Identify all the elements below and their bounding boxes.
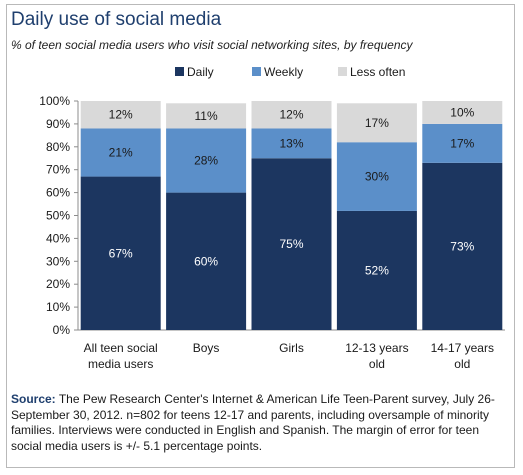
legend-swatch-daily bbox=[175, 67, 184, 76]
data-label-daily: 75% bbox=[279, 237, 303, 251]
bar-daily bbox=[80, 176, 161, 330]
data-label-less-often: 12% bbox=[279, 108, 303, 122]
data-label-weekly: 13% bbox=[279, 136, 303, 150]
y-tick-label: 70% bbox=[46, 163, 70, 177]
data-label-weekly: 17% bbox=[450, 136, 474, 150]
x-category-label: Boys bbox=[193, 341, 220, 355]
bar-weekly bbox=[251, 128, 332, 159]
stacked-bar-chart: Daily Weekly Less often 0% 10% 20% 30% 40% 50% 60… bbox=[39, 65, 505, 371]
data-label-daily: 52% bbox=[365, 263, 389, 277]
legend-label-less-often: Less often bbox=[350, 65, 405, 79]
data-label-daily: 73% bbox=[450, 239, 474, 253]
chart-title: Daily use of social media bbox=[11, 9, 222, 30]
y-tick-label: 80% bbox=[46, 140, 70, 154]
source-label: Source: bbox=[11, 392, 56, 406]
bar-less-often bbox=[251, 101, 332, 129]
legend-swatch-weekly bbox=[252, 67, 261, 76]
legend-label-weekly: Weekly bbox=[264, 65, 303, 79]
y-tick-label: 30% bbox=[46, 254, 70, 268]
data-label-less-often: 10% bbox=[450, 105, 474, 119]
y-tick-label: 90% bbox=[46, 117, 70, 131]
y-tick-label: 40% bbox=[46, 231, 70, 245]
source-note: Source: The Pew Research Center's Intern… bbox=[11, 392, 503, 454]
data-label-daily: 67% bbox=[109, 246, 133, 260]
bar-less-often bbox=[80, 101, 161, 129]
x-category-label: media users bbox=[88, 357, 153, 371]
bar-weekly bbox=[80, 128, 161, 177]
y-tick-label: 100% bbox=[39, 94, 70, 108]
y-tick-label: 50% bbox=[46, 209, 70, 223]
legend-swatch-less-often bbox=[338, 67, 347, 76]
x-category-label: 14-17 years bbox=[431, 341, 494, 355]
bar-weekly bbox=[336, 142, 417, 211]
x-category-label: old bbox=[454, 357, 470, 371]
x-category-label: Girls bbox=[279, 341, 304, 355]
data-label-weekly: 30% bbox=[365, 170, 389, 184]
data-label-less-often: 17% bbox=[365, 116, 389, 130]
bar-daily bbox=[336, 210, 417, 330]
data-label-daily: 60% bbox=[194, 254, 218, 268]
legend-label-daily: Daily bbox=[187, 65, 214, 79]
data-label-less-often: 12% bbox=[109, 108, 133, 122]
data-label-less-often: 11% bbox=[195, 109, 218, 123]
y-tick-label: 10% bbox=[46, 300, 70, 314]
bar-daily bbox=[422, 162, 503, 330]
data-label-weekly: 21% bbox=[109, 146, 133, 160]
bar-daily bbox=[166, 192, 247, 330]
source-text: The Pew Research Center's Internet & Ame… bbox=[11, 392, 495, 453]
bar-less-often bbox=[336, 103, 417, 143]
chart-subtitle: % of teen social media users who visit s… bbox=[11, 38, 413, 52]
bar-weekly bbox=[166, 128, 247, 193]
y-tick-label: 60% bbox=[46, 186, 70, 200]
x-category-label: 12-13 years bbox=[345, 341, 408, 355]
bar-daily bbox=[251, 158, 332, 330]
bar-less-often bbox=[422, 101, 503, 124]
y-tick-label: 0% bbox=[53, 323, 71, 337]
data-label-weekly: 28% bbox=[194, 154, 218, 168]
bar-weekly bbox=[422, 123, 503, 163]
x-category-label: old bbox=[369, 357, 385, 371]
y-tick-label: 20% bbox=[46, 277, 70, 291]
bar-less-often bbox=[166, 103, 247, 129]
x-category-label: All teen social bbox=[84, 341, 158, 355]
